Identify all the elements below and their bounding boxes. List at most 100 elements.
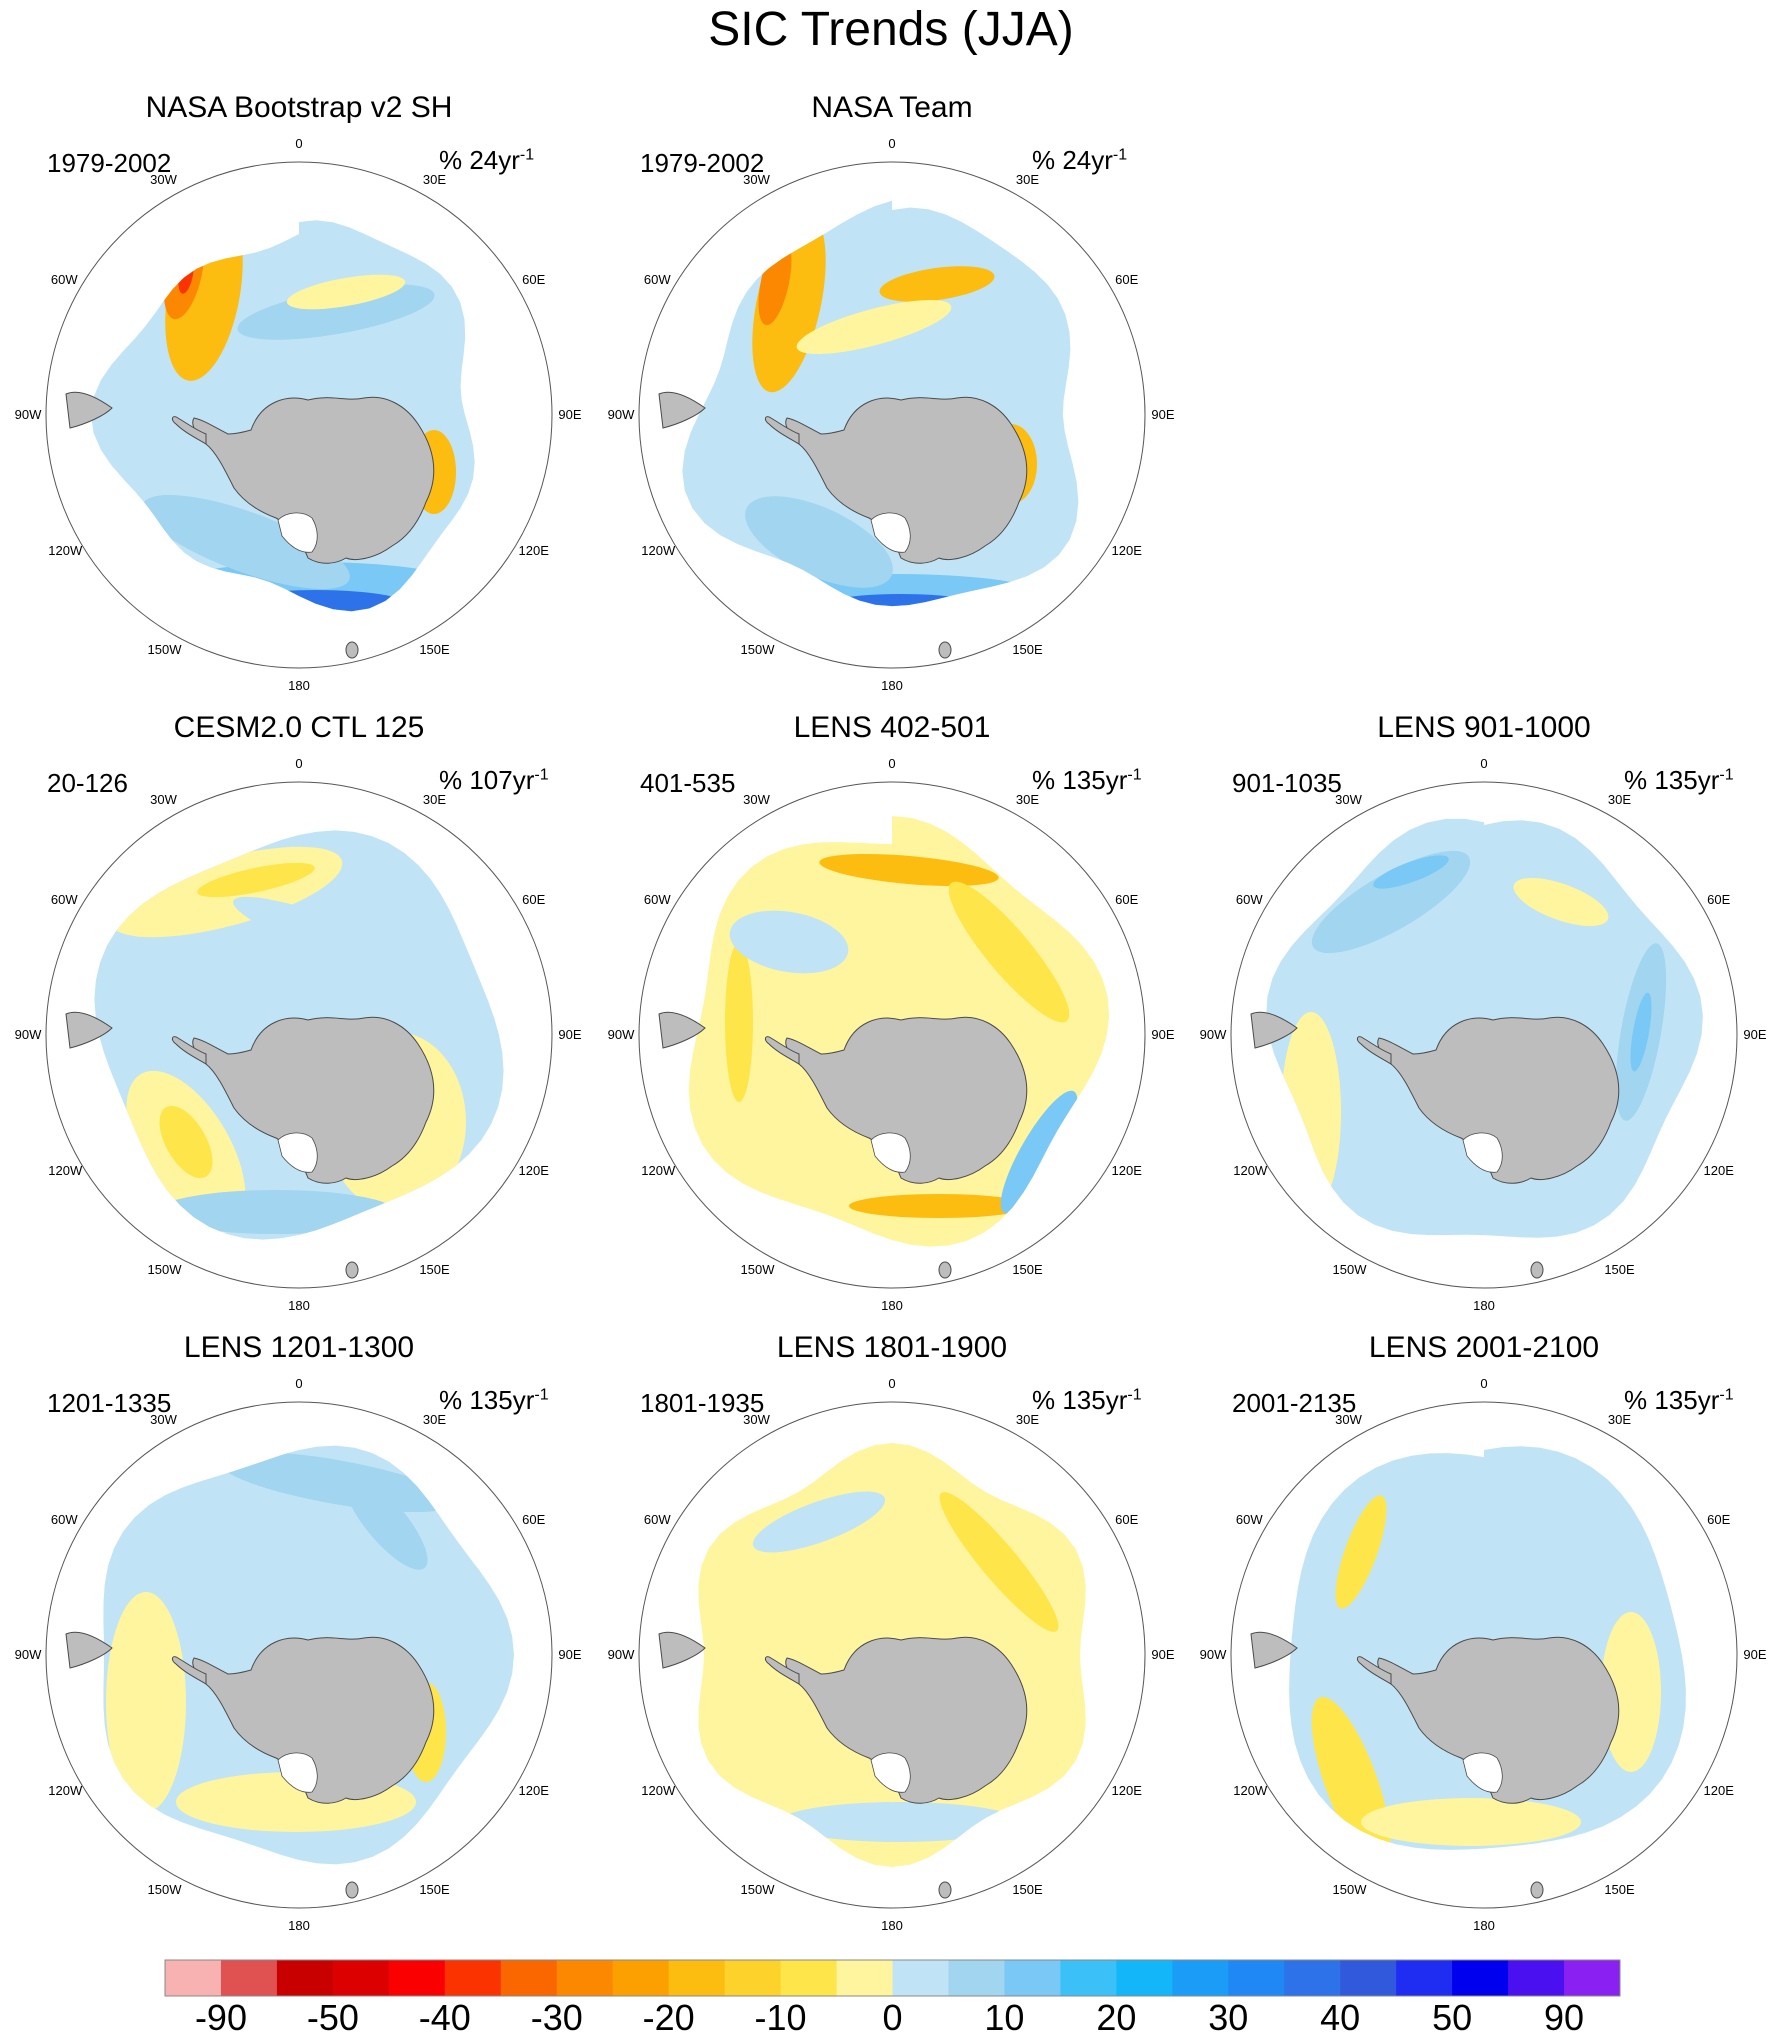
longitude-label: 120W <box>641 1782 676 1798</box>
trend-positive <box>197 862 315 898</box>
longitude-label: 90W <box>14 1027 42 1042</box>
longitude-label: 90W <box>14 407 42 422</box>
longitude-label: 30W <box>150 172 177 188</box>
panel-units: % 135yr-1 <box>1624 1385 1734 1415</box>
map-boundary <box>1230 781 1738 1289</box>
new-zealand <box>345 1261 359 1279</box>
colorbar-label: -30 <box>530 1997 583 2038</box>
antarctic-peninsula <box>764 416 800 445</box>
longitude-label: 120E <box>518 1782 549 1798</box>
longitude-label: 150E <box>1012 641 1043 657</box>
trend-weak-positive <box>796 299 952 355</box>
colorbar-swatch <box>1508 1960 1565 1996</box>
longitude-label: 120W <box>48 1782 83 1798</box>
longitude-label: 150W <box>147 641 182 657</box>
antarctic-peninsula <box>171 1036 207 1065</box>
land-mask <box>658 391 1028 659</box>
trend-positive-east <box>939 1492 1059 1632</box>
colorbar-label: 10 <box>984 1997 1025 2038</box>
trend-weak-negative-north <box>752 1491 886 1553</box>
longitude-label: 60W <box>643 271 671 287</box>
south-america <box>65 1011 113 1049</box>
longitude-label: 60W <box>50 1511 78 1527</box>
longitude-label: 0 <box>1480 1376 1488 1391</box>
longitude-label: 150E <box>419 1881 450 1897</box>
longitude-label: 30W <box>150 792 177 808</box>
colorbar-swatch <box>1116 1960 1173 1996</box>
longitude-label: 120E <box>1703 1162 1734 1178</box>
longitude-label: 60E <box>1115 1511 1139 1527</box>
panel-period: 1979-2002 <box>47 148 172 178</box>
colorbar-swatch <box>1564 1960 1621 1996</box>
new-zealand <box>1530 1261 1544 1279</box>
colorbar-swatch <box>165 1960 222 1996</box>
trend-positive-weddell <box>879 266 995 302</box>
colorbar-swatch <box>444 1960 502 1996</box>
longitude-label: 180 <box>881 678 903 693</box>
ross-ice-shelf <box>1462 1752 1503 1793</box>
longitude-label: 30E <box>1607 1412 1632 1428</box>
trend-positive-south <box>849 1194 1029 1218</box>
longitude-label: 150W <box>147 1881 182 1897</box>
longitude-label: 60E <box>1115 891 1139 907</box>
land-mask <box>658 1631 1028 1899</box>
longitude-label: 0 <box>295 136 303 151</box>
trend-negative-weddell <box>237 284 435 340</box>
panel-title: NASA Team <box>811 91 973 124</box>
longitude-label: 150W <box>740 1881 775 1897</box>
longitude-label: 180 <box>288 1298 310 1313</box>
antarctic-peninsula <box>1356 1036 1392 1065</box>
longitude-label: 30E <box>1607 792 1632 808</box>
longitude-label: 150E <box>1012 1881 1043 1897</box>
antarctica <box>1377 1636 1620 1804</box>
trend-weak-positive-south <box>1361 1798 1581 1846</box>
longitude-label: 30E <box>422 172 447 188</box>
polar-stereographic-map <box>1230 781 1738 1289</box>
panel-period: 1979-2002 <box>640 148 765 178</box>
longitude-label: 150W <box>740 1261 775 1277</box>
colorbar-label: 40 <box>1320 1997 1361 2038</box>
antarctic-peninsula <box>764 1036 800 1065</box>
land-mask <box>65 391 435 659</box>
longitude-label: 90E <box>558 407 582 422</box>
longitude-label: 60W <box>643 891 671 907</box>
longitude-label: 30W <box>743 792 770 808</box>
polar-stereographic-map <box>45 1401 553 1909</box>
trend-positive-west <box>159 1105 213 1179</box>
land-mask <box>1250 1631 1620 1899</box>
panel-title: LENS 1201-1300 <box>183 1331 415 1364</box>
longitude-label: 0 <box>888 136 896 151</box>
longitude-label: 90W <box>607 1027 635 1042</box>
longitude-label: 30E <box>422 1412 447 1428</box>
colorbar-label: 20 <box>1096 1997 1137 2038</box>
colorbar-swatch <box>1340 1960 1397 1996</box>
longitude-label: 0 <box>295 756 303 771</box>
trend-weak-positive <box>286 274 406 310</box>
colorbar-label: 0 <box>882 1997 903 2038</box>
map-boundary <box>45 1401 553 1909</box>
longitude-label: 120W <box>1233 1782 1268 1798</box>
ross-ice-shelf <box>1462 1132 1503 1173</box>
longitude-label: 120E <box>1703 1782 1734 1798</box>
colorbar-swatch <box>612 1960 670 1996</box>
panel-units: % 24yr-1 <box>1032 145 1128 175</box>
new-zealand <box>938 1261 952 1279</box>
colorbar-swatch <box>1228 1960 1285 1996</box>
polar-stereographic-map <box>1230 1401 1738 1909</box>
panel-period: 1201-1335 <box>47 1388 172 1418</box>
longitude-label: 180 <box>288 678 310 693</box>
south-america <box>658 391 706 429</box>
panel-units: % 135yr-1 <box>439 1385 549 1415</box>
south-america <box>1250 1011 1298 1049</box>
colorbar-swatch <box>332 1960 390 1996</box>
colorbar-swatch <box>388 1960 446 1996</box>
longitude-label: 90W <box>607 1647 635 1662</box>
colorbar-swatch <box>892 1960 949 1996</box>
polar-stereographic-map <box>45 161 553 669</box>
trend-positive-east <box>948 881 1070 1023</box>
colorbar-label: 50 <box>1432 1997 1473 2038</box>
antarctica <box>1377 1016 1620 1184</box>
south-america <box>65 391 113 429</box>
longitude-label: 150E <box>1604 1881 1635 1897</box>
panel-units: % 135yr-1 <box>1032 765 1142 795</box>
